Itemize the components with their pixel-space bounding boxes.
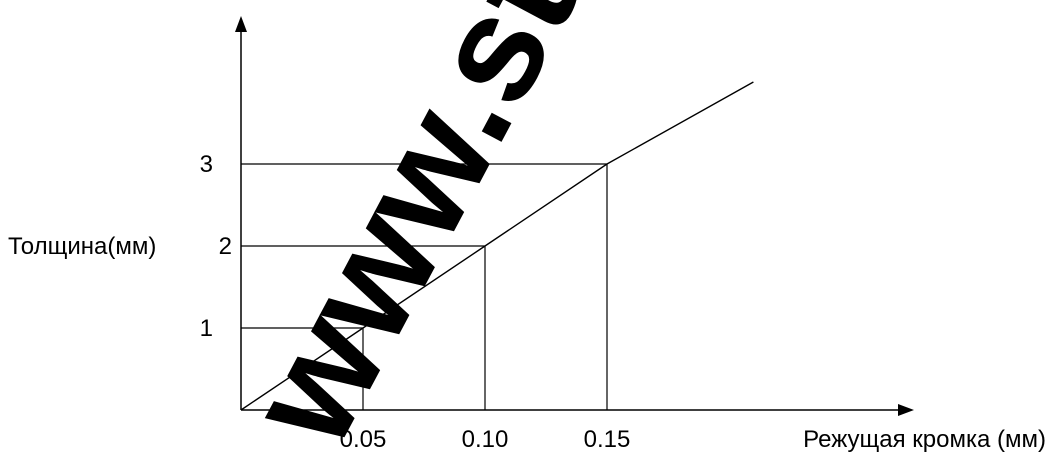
y-axis-label: Толщина(мм) [8,233,156,260]
series [240,81,754,411]
guide-lines [241,163,608,410]
x-axis-label: Режущая кромка (мм) [803,426,1046,453]
watermark-text: www.st [214,0,607,455]
labels: 0.05 0.10 0.15 1 2 3 Режущая кромка (мм) Толщин… [8,151,1046,453]
axes [235,16,914,416]
x-axis-arrow [898,404,914,416]
watermark: www.st [214,0,607,460]
y-tick-label: 1 [200,315,213,342]
y-tick-label: 2 [219,233,232,260]
y-tick-label: 3 [200,151,213,178]
x-tick-label: 0.10 [462,426,509,453]
y-axis-arrow [235,16,247,32]
series-line [240,81,754,411]
x-tick-label: 0.05 [340,426,387,453]
x-tick-label: 0.15 [584,426,631,453]
